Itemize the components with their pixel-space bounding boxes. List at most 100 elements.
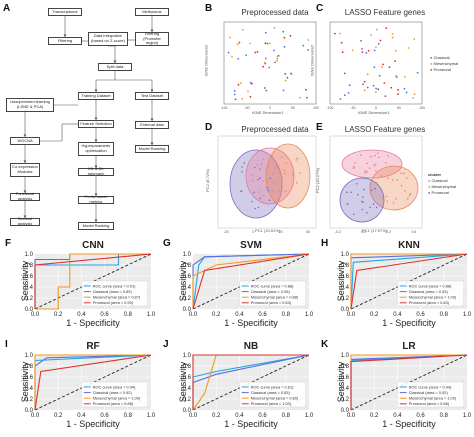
flow-node-model-ranking-right: Model Ranking	[135, 145, 169, 153]
y-tick-label: 0.6	[183, 274, 192, 280]
legend-entry: Proneural (area = 0.88)	[93, 401, 134, 406]
pca-point	[363, 188, 365, 191]
legend-entry: ROC curve (area = 0.88)	[251, 283, 294, 288]
panel-e-ylabel: PC2 (16.27%)	[315, 167, 321, 194]
pca-point	[268, 199, 271, 201]
flow-arrowhead	[150, 89, 154, 92]
legend-entry: Proneural (area = 1.00)	[251, 401, 292, 406]
pca-point	[296, 157, 299, 160]
panel-e-legend-classical: ● Classical	[428, 178, 448, 183]
x-tick-label: 100	[313, 106, 319, 110]
scatter-point	[405, 91, 408, 94]
y-tick-label: 1.0	[183, 252, 192, 258]
x-tick-label: 0.6	[100, 312, 109, 318]
x-tick-label: 0.2	[212, 413, 221, 419]
roc-plot-j: 0.0 0.2 0.4 0.6 0.8 1.0 0.0 0.2 0.4 0.6 0.8 1.0 ROC …	[183, 353, 314, 419]
pca-point	[352, 167, 355, 169]
y-tick-label: 0.6	[25, 375, 34, 381]
x-tick-label: 0	[252, 230, 254, 234]
pca-point	[350, 191, 352, 194]
roc-title-i: RF	[86, 341, 100, 352]
panel-label-a: A	[3, 3, 11, 14]
pca-point	[357, 193, 359, 196]
y-tick-label: 0.0	[341, 307, 350, 313]
pca-point	[400, 172, 403, 175]
legend-entry: Mesenchymal (area = 1.00)	[409, 295, 457, 300]
pca-point	[272, 157, 274, 160]
pca-point	[366, 212, 368, 214]
flow-arrowhead	[23, 215, 27, 218]
pca-point	[366, 162, 368, 165]
x-tick-label: 20	[279, 230, 283, 234]
flow-arrowhead	[94, 165, 98, 168]
scatter-point	[381, 66, 383, 68]
scatter-point	[307, 49, 310, 51]
x-tick-label: 100	[419, 106, 425, 110]
pca-point	[385, 162, 387, 164]
scatter-point	[339, 98, 342, 100]
flow-arrowhead	[150, 29, 154, 32]
y-tick-label: 0.4	[183, 386, 192, 392]
scatter-point	[413, 38, 416, 40]
panel-e-pca: -0.2 0.0 0.2 0.4	[329, 135, 423, 234]
pca-point	[361, 208, 364, 211]
pca-point	[409, 192, 412, 195]
flow-arrowhead	[94, 219, 98, 222]
pca-point	[269, 177, 272, 180]
x-tick-label: 0.8	[124, 312, 133, 318]
scatter-point	[247, 90, 249, 93]
panel-d-ylabel: PC2 (8.72%)	[204, 169, 210, 192]
pca-point	[267, 165, 270, 168]
legend-box	[81, 381, 149, 408]
pca-point	[284, 172, 286, 175]
x-tick-label: 1.0	[463, 413, 472, 419]
y-tick-label: 0.4	[25, 285, 34, 291]
legend-entry: Mesenchymal (area = 1.00)	[93, 396, 141, 401]
pca-point	[385, 195, 388, 198]
x-tick-label: -20	[223, 230, 228, 234]
scatter-point	[269, 42, 271, 45]
diagonal-reference-line	[350, 354, 468, 411]
pca-point	[395, 198, 397, 200]
scatter-point	[249, 95, 252, 98]
x-tick-label: 0.4	[77, 312, 86, 318]
pca-point	[259, 168, 261, 170]
legend-entry: ROC curve (area = 0.94)	[93, 384, 136, 389]
pca-point	[262, 157, 265, 160]
flow-node-coexpression: Co-expression Modules	[10, 163, 40, 177]
pca-point	[281, 176, 284, 179]
pca-point	[254, 166, 256, 169]
pca-point	[364, 172, 366, 174]
panel-label-i: I	[5, 339, 8, 350]
flow-arrowhead	[94, 139, 98, 142]
pca-point	[406, 177, 408, 179]
flow-arrowhead	[23, 134, 27, 137]
scatter-point	[341, 51, 344, 54]
scatter-point	[273, 49, 275, 52]
scatter-point	[289, 34, 292, 37]
pca-point	[253, 191, 255, 194]
pca-point	[392, 202, 395, 204]
pca-point	[366, 171, 368, 173]
scatter-point	[289, 72, 292, 75]
diagonal-reference-line	[192, 354, 310, 411]
pca-point	[256, 164, 259, 166]
legend-entry: Proneural (area = 0.90)	[93, 300, 134, 305]
x-tick-label: 0.4	[412, 230, 417, 234]
y-tick-label: 0.6	[183, 375, 192, 381]
flow-arrowhead	[23, 160, 27, 163]
y-tick-label: 0.8	[341, 364, 350, 370]
scatter-point	[234, 98, 237, 101]
y-tick-label: 0.2	[25, 296, 34, 302]
x-tick-label: 0.4	[235, 413, 244, 419]
x-tick-label: 0.6	[100, 413, 109, 419]
roc-plot-i: 0.0 0.2 0.4 0.6 0.8 1.0 0.0 0.2 0.4 0.6 0.8 1.0 ROC …	[25, 353, 156, 419]
scatter-point	[282, 89, 285, 92]
flow-node-wgcna: WGCNA	[10, 137, 40, 145]
scatter-point	[264, 31, 267, 34]
roc-plot-h: 0.0 0.2 0.4 0.6 0.8 1.0 0.0 0.2 0.4 0.6 0.8 1.0 ROC …	[341, 252, 472, 318]
x-tick-label: 0.0	[189, 312, 198, 318]
diagonal-reference-line	[350, 253, 468, 310]
scatter-point	[383, 82, 386, 84]
panel-label-k: K	[321, 339, 329, 350]
